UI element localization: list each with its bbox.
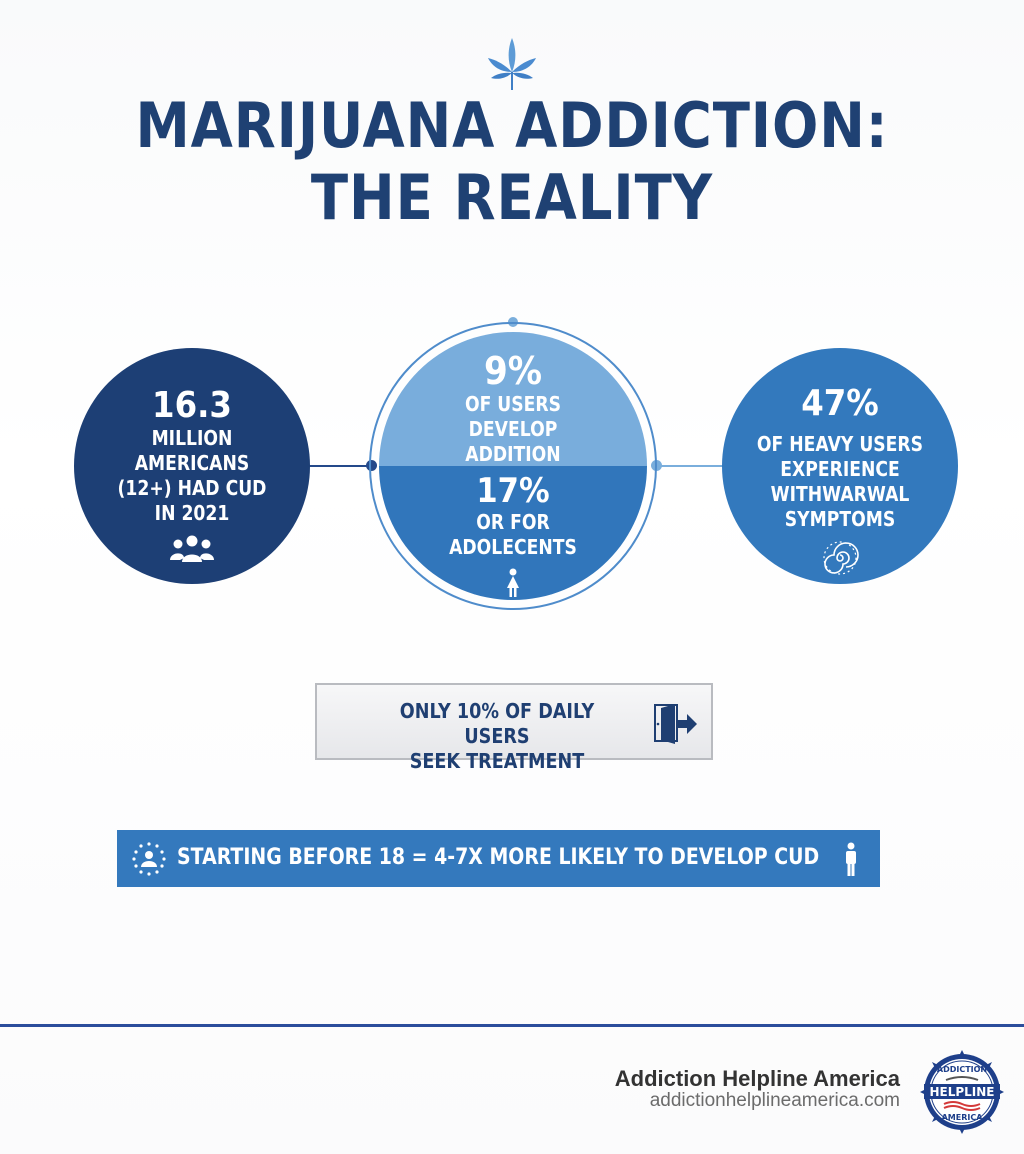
- stat-line: DEVELOP: [468, 417, 558, 441]
- treatment-callout: ONLY 10% OF DAILY USERS SEEK TREATMENT: [315, 683, 713, 773]
- stat-value: 16.3: [152, 385, 232, 426]
- logo-middle-text: HELPLINE: [929, 1085, 994, 1099]
- helpline-seal-logo: ADDICTION HELPLINE AMERICA: [920, 1050, 1004, 1134]
- treatment-line: SEEK TREATMENT: [409, 749, 585, 773]
- stat-circle-users-addiction: 9% OF USERS DEVELOP ADDITION 17% OR FOR …: [379, 332, 647, 600]
- stat-line: ADOLECENTS: [449, 535, 577, 559]
- stat-line: MILLION: [151, 426, 233, 450]
- logo-bottom-text: AMERICA: [942, 1113, 984, 1122]
- stat-circle-ring: [369, 322, 657, 610]
- page-title-line-2: THE REALITY: [310, 161, 714, 234]
- stat-circle-withdrawal: 47% OF HEAVY USERS EXPERIENCE WITHWARWAL…: [722, 348, 958, 584]
- stat-half-users: 9% OF USERS DEVELOP ADDITION: [379, 332, 647, 466]
- stat-line: (12+) HAD CUD: [117, 476, 267, 500]
- early-use-banner: STARTING BEFORE 18 = 4-7X MORE LIKELY TO…: [117, 830, 880, 887]
- person-standing-icon: [846, 842, 856, 876]
- stat-line: EXPERIENCE: [780, 457, 900, 481]
- banner-text: STARTING BEFORE 18 = 4-7X MORE LIKELY TO…: [177, 845, 820, 870]
- stat-line: WITHWARWAL: [770, 482, 910, 506]
- treatment-line: ONLY 10% OF DAILY USERS: [399, 699, 595, 748]
- stat-line: OF USERS: [464, 392, 562, 416]
- stat-value: 47%: [801, 383, 879, 424]
- stat-line: IN 2021: [154, 501, 230, 525]
- page-title-line-1: MARIJUANA ADDICTION:: [135, 89, 889, 162]
- footer-divider: [0, 1024, 1024, 1027]
- connector-right: [656, 465, 724, 467]
- stat-half-adolescents: 17% OR FOR ADOLECENTS: [379, 466, 647, 600]
- spiral-icon: [823, 541, 859, 575]
- girl-figure-icon: [507, 568, 519, 597]
- stat-line: AMERICANS: [134, 451, 250, 475]
- stat-line: OR FOR: [476, 510, 550, 534]
- stat-value: 9%: [483, 349, 543, 393]
- stat-line: SYMPTOMS: [784, 507, 896, 531]
- stat-value: 17%: [476, 471, 550, 511]
- footer-org-name: Addiction Helpline America: [614, 1066, 900, 1091]
- cannabis-leaf-icon: [488, 38, 536, 90]
- group-people-icon: [170, 535, 214, 562]
- stat-circle-cud-americans: 16.3 MILLION AMERICANS (12+) HAD CUD IN …: [74, 348, 310, 584]
- connector-left: [306, 465, 372, 467]
- treatment-text: ONLY 10% OF DAILY USERS SEEK TREATMENT: [365, 699, 629, 774]
- stat-line: ADDITION: [465, 442, 561, 466]
- logo-top-text: ADDICTION: [937, 1065, 987, 1074]
- footer-url[interactable]: addictionhelplineamerica.com: [649, 1090, 900, 1111]
- door-exit-icon: [654, 704, 697, 744]
- person-circle-dotted-icon: [132, 842, 166, 876]
- stat-line: OF HEAVY USERS: [756, 432, 924, 456]
